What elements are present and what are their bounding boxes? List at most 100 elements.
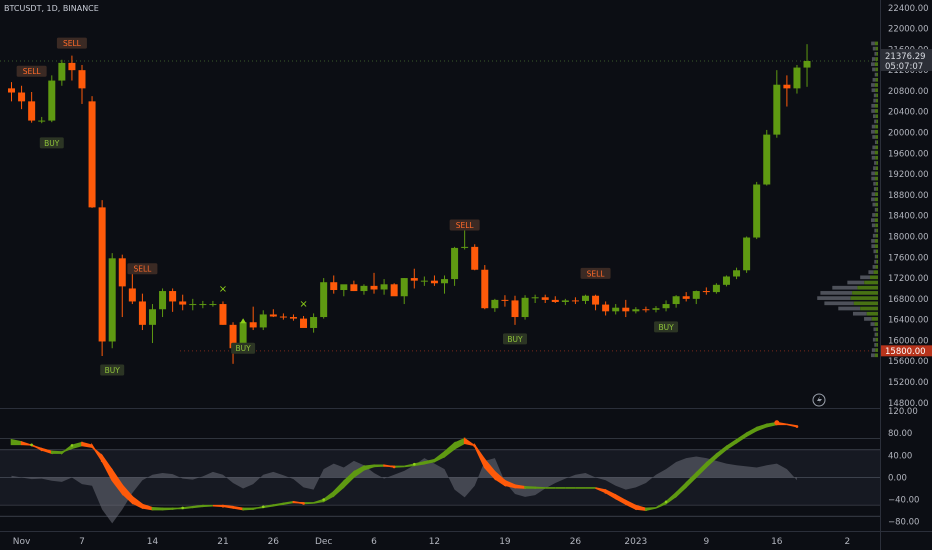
- candle-body[interactable]: [481, 269, 489, 309]
- volume-profile-bar: [874, 83, 878, 87]
- lightning-icon[interactable]: [812, 393, 826, 407]
- candle-body[interactable]: [38, 120, 46, 122]
- candle-body[interactable]: [189, 304, 197, 306]
- price-tick-label: 21200.00: [888, 66, 929, 76]
- candle-body[interactable]: [531, 297, 539, 299]
- candle-body[interactable]: [269, 314, 277, 317]
- candle-body[interactable]: [199, 304, 207, 306]
- candle-body[interactable]: [330, 282, 338, 291]
- candle-body[interactable]: [310, 317, 318, 328]
- sell-signal-label: SELL: [23, 67, 42, 76]
- candle-body[interactable]: [692, 291, 700, 299]
- candle-body[interactable]: [249, 322, 257, 328]
- candle-body[interactable]: [400, 278, 408, 297]
- candle-body[interactable]: [98, 207, 106, 342]
- candle-body[interactable]: [138, 301, 146, 325]
- price-tick-label: 14800.00: [888, 399, 929, 409]
- candle-body[interactable]: [148, 309, 156, 325]
- candle-body[interactable]: [803, 61, 811, 68]
- candle-body[interactable]: [108, 258, 116, 342]
- sell-signal-badge: [16, 65, 47, 77]
- candle-body[interactable]: [722, 276, 730, 285]
- candle-body[interactable]: [712, 284, 720, 293]
- candle-body[interactable]: [581, 295, 589, 301]
- candle-body[interactable]: [632, 309, 640, 312]
- oscillator-ribbon-segment: [171, 506, 184, 510]
- candle-body[interactable]: [622, 307, 630, 312]
- candle-body[interactable]: [370, 285, 378, 290]
- candle-body[interactable]: [68, 62, 76, 71]
- candle-body[interactable]: [18, 92, 26, 102]
- candle-body[interactable]: [491, 299, 499, 309]
- candles[interactable]: ××: [8, 44, 811, 364]
- volume-profile-bar: [864, 280, 878, 285]
- volume-profile-bar: [852, 291, 878, 295]
- candle-body[interactable]: [219, 304, 227, 325]
- candle-body[interactable]: [259, 314, 267, 328]
- candle-body[interactable]: [571, 300, 579, 302]
- candle-body[interactable]: [753, 184, 761, 238]
- candle-body[interactable]: [350, 284, 358, 292]
- candle-body[interactable]: [390, 284, 398, 297]
- candle-body[interactable]: [229, 324, 237, 349]
- candle-body[interactable]: [118, 258, 126, 287]
- oscillator-ribbon-segment: [373, 464, 385, 468]
- candle-body[interactable]: [8, 88, 15, 93]
- candle-body[interactable]: [592, 295, 600, 305]
- candle-body[interactable]: [128, 288, 136, 302]
- candle-body[interactable]: [279, 316, 287, 318]
- candle-body[interactable]: [602, 304, 610, 312]
- candle-body[interactable]: [340, 284, 348, 291]
- volume-profile-bar: [871, 62, 875, 67]
- candle-body[interactable]: [441, 279, 449, 284]
- candle-body[interactable]: [179, 301, 187, 305]
- candle-body[interactable]: [652, 308, 660, 310]
- candle-body[interactable]: [239, 322, 247, 349]
- candle-body[interactable]: [320, 282, 328, 318]
- volume-profile-bar: [874, 119, 877, 124]
- candle-body[interactable]: [541, 297, 549, 300]
- candle-body[interactable]: [209, 304, 217, 306]
- candle-body[interactable]: [461, 246, 469, 248]
- candle-body[interactable]: [169, 291, 177, 302]
- candle-body[interactable]: [159, 291, 167, 310]
- candle-body[interactable]: [48, 80, 56, 121]
- candle-body[interactable]: [451, 247, 459, 280]
- candle-body[interactable]: [561, 300, 569, 302]
- oscillator-cross-dot: [795, 425, 799, 428]
- candle-body[interactable]: [733, 270, 741, 277]
- candle-body[interactable]: [743, 237, 751, 271]
- candle-body[interactable]: [501, 299, 509, 301]
- candle-body[interactable]: [783, 84, 791, 89]
- candle-body[interactable]: [612, 307, 620, 312]
- candle-body[interactable]: [702, 291, 710, 293]
- candle-body[interactable]: [672, 296, 680, 305]
- candle-body[interactable]: [551, 299, 559, 302]
- candle-body[interactable]: [88, 101, 96, 208]
- candle-body[interactable]: [793, 67, 801, 89]
- candle-body[interactable]: [78, 70, 86, 89]
- time-tick-label: 16: [771, 537, 783, 547]
- volume-profile-bar: [874, 254, 877, 259]
- candle-body[interactable]: [300, 318, 308, 328]
- axes[interactable]: 22400.0022000.0021600.0021200.0020800.00…: [13, 4, 932, 547]
- current-price-label: 21376.29: [885, 52, 926, 62]
- candle-body[interactable]: [773, 84, 781, 135]
- candle-body[interactable]: [28, 101, 36, 121]
- candle-body[interactable]: [642, 309, 650, 311]
- candle-body[interactable]: [521, 297, 529, 318]
- buy-signal-label: BUY: [658, 323, 674, 332]
- candle-body[interactable]: [763, 134, 771, 185]
- candle-body[interactable]: [420, 280, 428, 282]
- candle-body[interactable]: [471, 246, 479, 270]
- candle-body[interactable]: [360, 285, 368, 292]
- candle-body[interactable]: [682, 296, 690, 299]
- candle-body[interactable]: [511, 300, 519, 318]
- candle-body[interactable]: [430, 280, 438, 284]
- candle-body[interactable]: [410, 278, 418, 281]
- candle-body[interactable]: [289, 317, 297, 319]
- candle-body[interactable]: [380, 284, 388, 290]
- candle-body[interactable]: [662, 304, 670, 309]
- candle-body[interactable]: [58, 62, 66, 81]
